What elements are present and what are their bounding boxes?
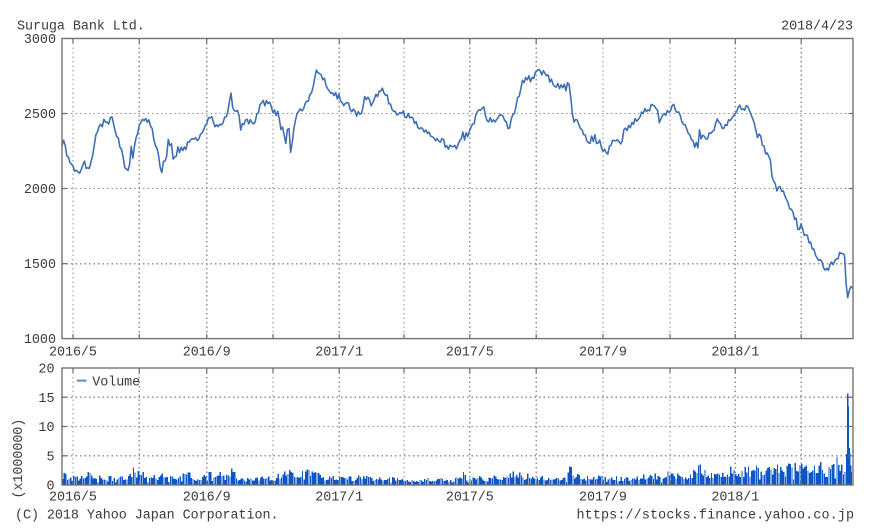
svg-text:Suruga Bank Ltd.: Suruga Bank Ltd.	[17, 20, 145, 35]
svg-text:2017/9: 2017/9	[579, 345, 627, 360]
svg-text:1500: 1500	[24, 258, 56, 273]
svg-text:0: 0	[46, 480, 54, 495]
svg-text:2017/1: 2017/1	[315, 345, 363, 360]
svg-text:2016/9: 2016/9	[183, 345, 231, 360]
svg-text:2016/5: 2016/5	[49, 345, 97, 360]
svg-text:15: 15	[38, 392, 54, 407]
svg-text:20: 20	[38, 363, 54, 378]
svg-text:(x1000000): (x1000000)	[12, 419, 27, 499]
svg-text:2018/4/23: 2018/4/23	[781, 20, 853, 35]
svg-text:1000: 1000	[24, 333, 56, 348]
svg-text:5: 5	[46, 450, 54, 465]
svg-text:Volume: Volume	[92, 375, 140, 390]
svg-text:2500: 2500	[24, 108, 56, 123]
svg-text:2018/1: 2018/1	[711, 345, 759, 360]
svg-text:(C) 2018 Yahoo Japan Corporati: (C) 2018 Yahoo Japan Corporation.	[15, 509, 279, 524]
svg-text:https://stocks.finance.yahoo.c: https://stocks.finance.yahoo.co.jp	[577, 509, 855, 524]
svg-text:2016/5: 2016/5	[49, 491, 97, 506]
svg-text:10: 10	[38, 421, 54, 436]
svg-text:2017/1: 2017/1	[315, 491, 363, 506]
svg-text:2018/1: 2018/1	[711, 491, 759, 506]
svg-text:2017/5: 2017/5	[446, 345, 494, 360]
svg-text:2017/9: 2017/9	[579, 491, 627, 506]
svg-text:2016/9: 2016/9	[183, 491, 231, 506]
svg-text:3000: 3000	[24, 33, 56, 48]
svg-text:2017/5: 2017/5	[446, 491, 494, 506]
svg-text:2000: 2000	[24, 183, 56, 198]
